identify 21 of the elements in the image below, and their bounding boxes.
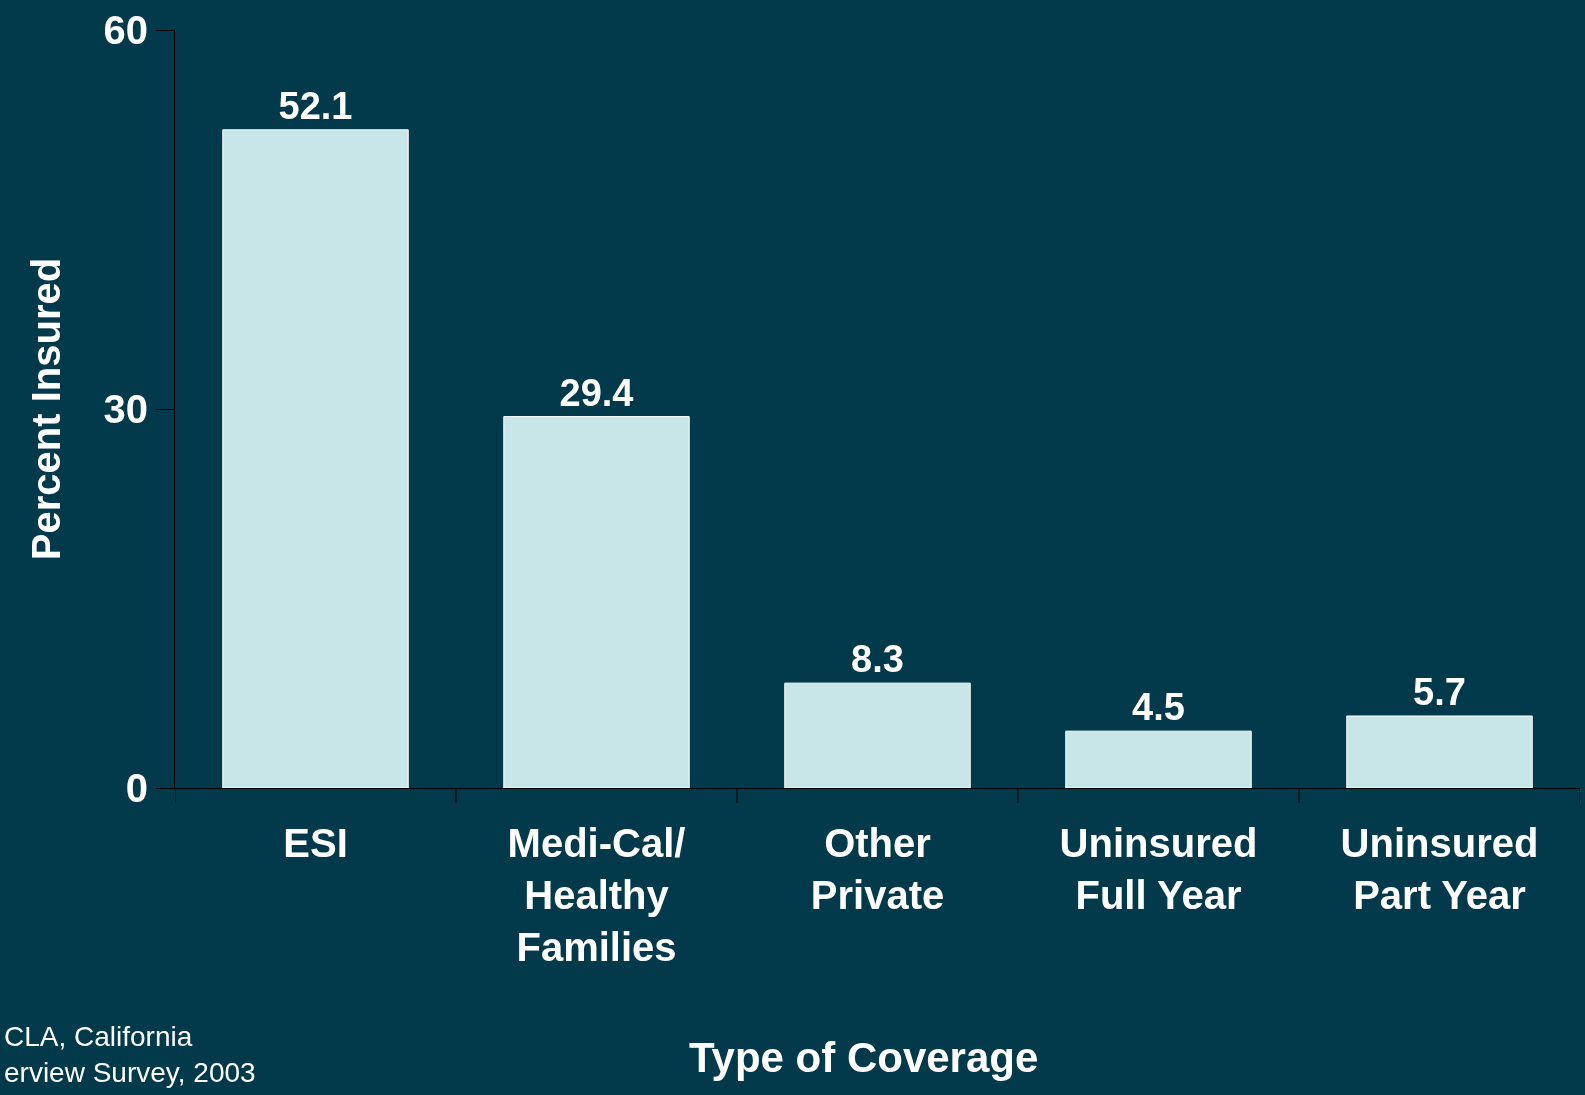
bar	[222, 129, 409, 788]
data-label: 8.3	[851, 638, 904, 681]
data-label: 5.7	[1413, 670, 1466, 713]
y-tick-label: 30	[103, 387, 148, 431]
data-label: 29.4	[559, 371, 634, 414]
text: CLA, California erview Survey, 2003	[4, 1021, 256, 1089]
bar	[1065, 730, 1252, 788]
bar	[784, 682, 971, 788]
x-tick-label: ESI	[283, 821, 348, 865]
x-tick-label: Medi-Cal/ Healthy Families	[507, 821, 686, 969]
y-axis-title: Percent Insured	[24, 257, 68, 561]
y-tick-label: 60	[103, 8, 148, 52]
x-tick-label: Other Private	[810, 821, 945, 917]
y-tick-label: 0	[125, 766, 148, 810]
x-tick-label: Uninsured Part Year	[1340, 821, 1539, 917]
x-tick-label: Uninsured Full Year	[1059, 821, 1258, 917]
x-axis-title: Type of Coverage	[689, 1034, 1039, 1081]
bar	[503, 416, 690, 788]
bar	[1346, 715, 1533, 788]
data-label: 4.5	[1132, 686, 1185, 729]
data-label: 52.1	[278, 84, 353, 127]
